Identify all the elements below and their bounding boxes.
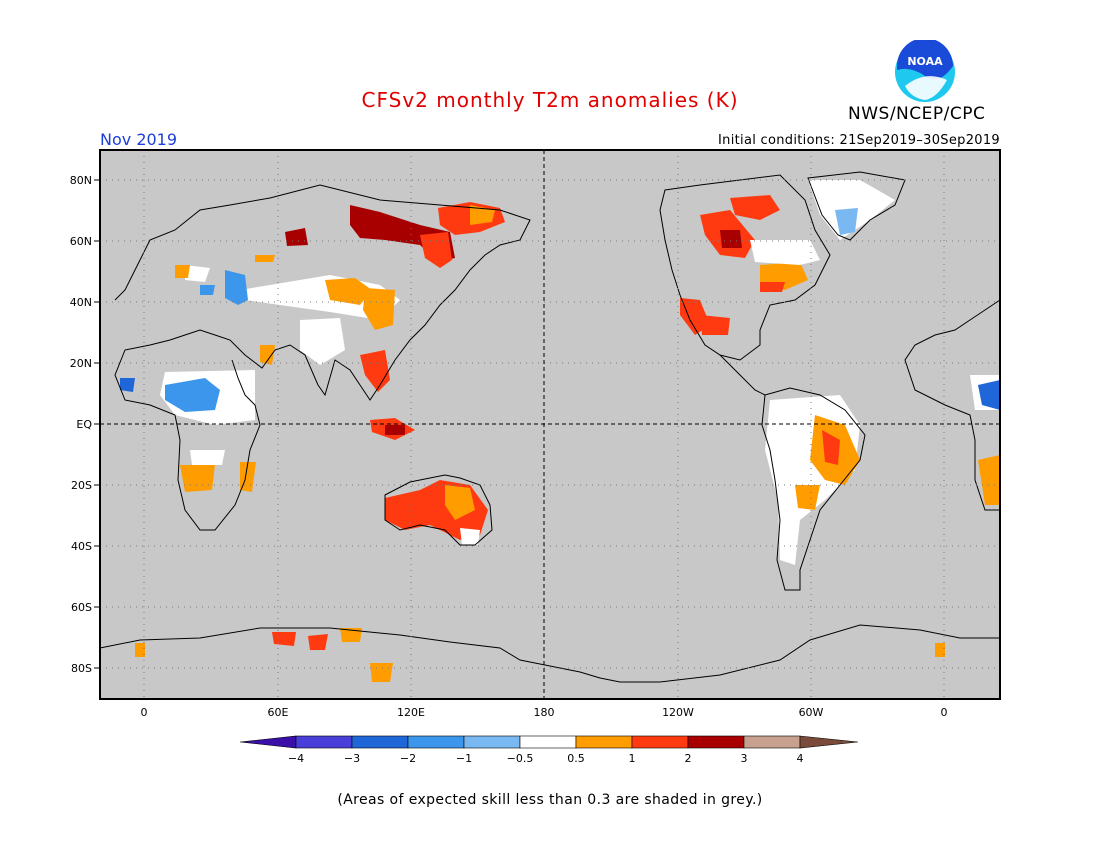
lat-label: 20N bbox=[70, 357, 92, 370]
anomaly-region bbox=[760, 282, 785, 292]
lat-label: 40N bbox=[70, 296, 92, 309]
colorbar-swatch bbox=[519, 735, 577, 749]
anomaly-region bbox=[978, 380, 1000, 410]
anomaly-region bbox=[175, 265, 190, 278]
noaa-logo: NOAA bbox=[895, 40, 955, 102]
lon-label: 0 bbox=[141, 706, 148, 719]
colorbar-label: 1 bbox=[629, 752, 636, 765]
skill-footnote: (Areas of expected skill less than 0.3 a… bbox=[337, 792, 763, 808]
anomaly-region bbox=[135, 643, 145, 657]
lat-label: 60N bbox=[70, 235, 92, 248]
anomaly-region bbox=[720, 230, 742, 248]
anomaly-region bbox=[308, 634, 328, 650]
lat-label: 60S bbox=[71, 601, 92, 614]
colorbar-swatch bbox=[631, 735, 689, 749]
colorbar-label: −0.5 bbox=[507, 752, 534, 765]
forecast-month: Nov 2019 bbox=[100, 130, 178, 149]
anomaly-region bbox=[190, 450, 225, 465]
anomaly-region bbox=[835, 208, 858, 235]
coastline-north-america bbox=[659, 174, 831, 361]
colorbar-swatch bbox=[687, 735, 745, 749]
anomaly-region bbox=[120, 378, 135, 392]
anomaly-region bbox=[370, 663, 393, 682]
anomaly-region bbox=[285, 228, 308, 246]
anomaly-region bbox=[385, 425, 405, 435]
colorbar-label: −2 bbox=[400, 752, 416, 765]
coastline-eurasia-africa bbox=[114, 184, 531, 531]
coastline-central-america bbox=[719, 354, 766, 396]
coastline-australia bbox=[384, 474, 493, 546]
lon-label: 180 bbox=[534, 706, 555, 719]
coastlines bbox=[99, 171, 1001, 683]
anomaly-region bbox=[822, 430, 840, 465]
initial-conditions: Initial conditions: 21Sep2019–30Sep2019 bbox=[718, 133, 1000, 148]
anomaly-region bbox=[730, 195, 780, 220]
equator-dateline bbox=[100, 150, 1000, 699]
lon-label: 60E bbox=[268, 706, 289, 719]
anomaly-region bbox=[340, 628, 362, 642]
anomaly-region bbox=[420, 232, 452, 268]
anomaly-region bbox=[165, 378, 220, 412]
colorbar-swatch bbox=[295, 735, 353, 749]
colorbar-arrow-right bbox=[799, 735, 859, 749]
lat-label: 80N bbox=[70, 174, 92, 187]
coastline-south-america bbox=[761, 387, 866, 591]
anomaly-region bbox=[300, 318, 345, 365]
tick-marks bbox=[94, 179, 100, 669]
lat-label: 20S bbox=[71, 479, 92, 492]
colorbar-label: −4 bbox=[288, 752, 304, 765]
anomaly-region bbox=[978, 455, 1000, 505]
colorbar-label: 0.5 bbox=[567, 752, 585, 765]
colorbar-swatch bbox=[351, 735, 409, 749]
colorbar-swatch bbox=[407, 735, 465, 749]
anomaly-region bbox=[935, 643, 945, 657]
anomaly-region bbox=[260, 345, 275, 365]
anomaly-region bbox=[363, 288, 395, 330]
map-title: CFSv2 monthly T2m anomalies (K) bbox=[361, 88, 739, 112]
colorbar-arrow-left bbox=[239, 735, 297, 749]
lon-label: 60W bbox=[799, 706, 824, 719]
lat-label: 80S bbox=[71, 662, 92, 675]
anomaly-region bbox=[272, 632, 296, 646]
anomaly-region bbox=[700, 315, 730, 335]
colorbar-labels: −4 −3 −2 −1 −0.5 0.5 1 2 3 4 bbox=[288, 752, 804, 765]
coastline-africa-right bbox=[904, 299, 1001, 511]
colorbar-label: 4 bbox=[797, 752, 804, 765]
anomaly-region bbox=[225, 270, 248, 305]
colorbar-label: 3 bbox=[741, 752, 748, 765]
colorbar-label: 2 bbox=[685, 752, 692, 765]
noaa-logo-text: NOAA bbox=[907, 55, 943, 68]
lon-label: 120W bbox=[662, 706, 694, 719]
anomaly-region bbox=[185, 265, 210, 282]
lon-label: 0 bbox=[941, 706, 948, 719]
anomaly-region bbox=[795, 485, 820, 510]
colorbar-swatch bbox=[575, 735, 633, 749]
colorbar bbox=[239, 735, 859, 749]
coastline-greenland bbox=[807, 171, 906, 241]
lat-label: EQ bbox=[76, 418, 92, 431]
lat-label: 40S bbox=[71, 540, 92, 553]
anomaly-region bbox=[460, 528, 480, 545]
anomaly-region bbox=[255, 255, 275, 262]
colorbar-swatch bbox=[463, 735, 521, 749]
anomaly-region bbox=[470, 205, 495, 225]
anomaly-region bbox=[325, 278, 372, 305]
anomaly-region bbox=[200, 285, 215, 295]
coastline-antarctica bbox=[99, 624, 1000, 683]
colorbar-label: −1 bbox=[456, 752, 472, 765]
organization-label: NWS/NCEP/CPC bbox=[848, 104, 986, 124]
anomaly-region bbox=[445, 485, 475, 520]
colorbar-label: −3 bbox=[344, 752, 360, 765]
colorbar-swatch bbox=[743, 735, 801, 749]
anomaly-shading bbox=[120, 180, 1000, 682]
anomaly-region bbox=[180, 465, 215, 492]
lon-label: 120E bbox=[397, 706, 425, 719]
graticule bbox=[100, 150, 1000, 699]
anomaly-region bbox=[750, 240, 820, 265]
